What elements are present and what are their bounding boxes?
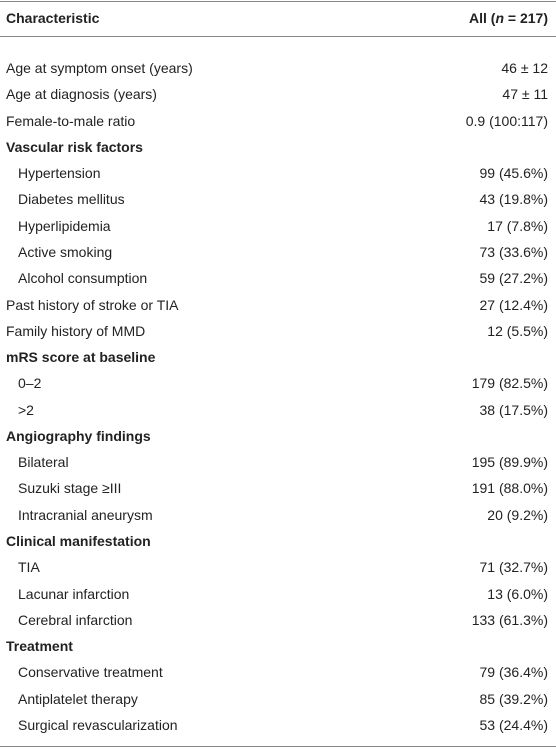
row-value: 43 (19.8%) [479, 191, 548, 208]
row-label: >2 [18, 401, 34, 418]
header-text: All ( [469, 10, 496, 26]
row-value: 195 (89.9%) [471, 454, 548, 471]
row-label: TIA [18, 559, 40, 576]
bottom-rule [0, 746, 556, 747]
row-value: 0.9 (100:117) [465, 112, 548, 129]
row-value: 46 ± 12 [501, 60, 548, 76]
row-label: Female-to-male ratio [6, 112, 136, 129]
row-value: 133 (61.3%) [471, 611, 548, 628]
section-heading: Clinical manifestation [6, 533, 151, 550]
row-label: Lacunar infarction [18, 585, 130, 602]
row-label: 0–2 [18, 375, 42, 392]
row-label: Surgical revascularization [18, 717, 178, 733]
section-heading: mRS score at baseline [6, 349, 156, 366]
header-value: All (n = 217) [469, 8, 548, 28]
row-label: Suzuki stage ≥III [18, 480, 122, 497]
row-label: Past history of stroke or TIA [6, 296, 179, 313]
top-rule [0, 1, 556, 2]
row-value: 191 (88.0%) [471, 480, 548, 497]
row-label: Conservative treatment [18, 664, 163, 681]
row-label: Bilateral [18, 454, 69, 471]
row-value: 12 (5.5%) [487, 322, 548, 339]
row-value: 53 (24.4%) [479, 717, 548, 733]
row-label: Alcohol consumption [18, 270, 148, 287]
row-label: Active smoking [18, 243, 113, 260]
row-value: 38 (17.5%) [479, 401, 548, 418]
row-value: 13 (6.0%) [487, 585, 548, 602]
row-label: Hypertension [18, 165, 101, 182]
row-value: 179 (82.5%) [471, 375, 548, 392]
row-label: Diabetes mellitus [18, 191, 125, 208]
header-variable: n [495, 10, 505, 26]
header-label: Characteristic [6, 10, 100, 26]
row-value: 27 (12.4%) [479, 296, 548, 313]
row-label: Age at diagnosis (years) [6, 86, 157, 103]
row-value: 85 (39.2%) [479, 690, 548, 707]
row-value: 59 (27.2%) [479, 270, 548, 287]
row-label: Hyperlipidemia [18, 217, 111, 234]
section-heading: Angiography findings [6, 427, 151, 444]
header-text: = 217) [504, 10, 548, 26]
row-label: Intracranial aneurysm [18, 506, 153, 523]
row-label: Cerebral infarction [18, 611, 133, 628]
row-value: 17 (7.8%) [487, 217, 548, 234]
header-rule [0, 36, 556, 37]
row-value: 20 (9.2%) [487, 506, 548, 523]
row-value: 47 ± 11 [502, 86, 548, 103]
row-value: 71 (32.7%) [479, 559, 548, 576]
row-value: 73 (33.6%) [479, 243, 548, 260]
row-label: Age at symptom onset (years) [6, 60, 193, 76]
row-label: Family history of MMD [6, 322, 146, 339]
section-heading: Vascular risk factors [6, 138, 143, 155]
row-label: Antiplatelet therapy [18, 690, 138, 707]
row-value: 99 (45.6%) [479, 165, 548, 182]
section-heading: Treatment [6, 638, 73, 655]
row-value: 79 (36.4%) [479, 664, 548, 681]
